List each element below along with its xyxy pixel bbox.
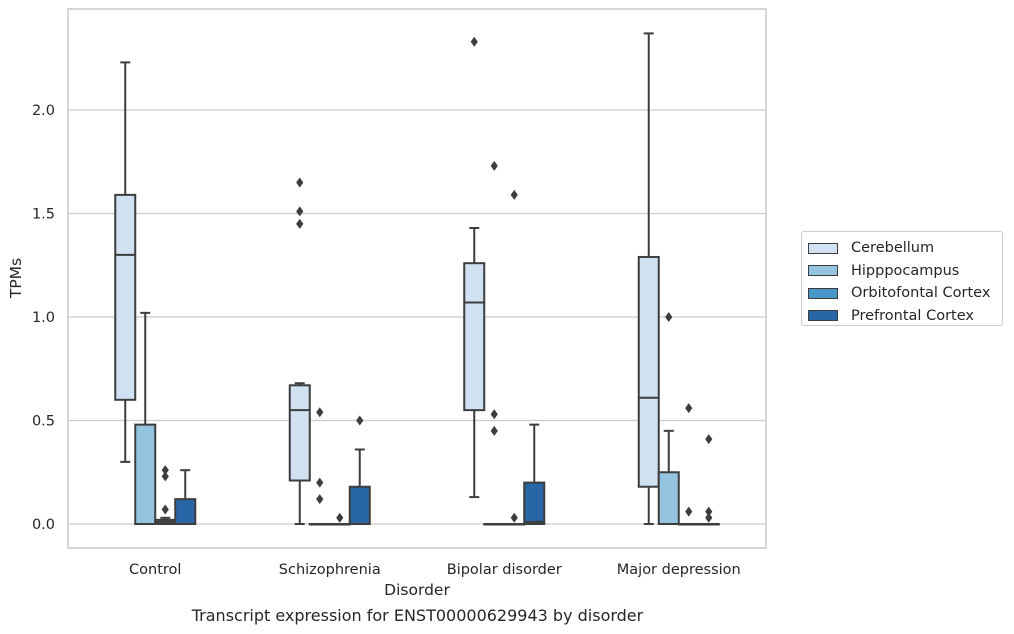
box-prefrontal-cortex: [523, 423, 546, 526]
y-tick-label: 0.5: [32, 414, 55, 430]
outlier-point: [296, 206, 304, 217]
box-hipppocampus: [134, 311, 157, 526]
x-tick-label: Bipolar disorder: [447, 562, 562, 578]
box-cerebellum: [637, 32, 660, 525]
box-body: [657, 471, 680, 525]
legend-swatch: [808, 242, 838, 254]
box-body: [463, 262, 486, 412]
legend-label: Prefrontal Cortex: [851, 307, 974, 324]
box-body: [348, 485, 371, 525]
legend-item-prefrontal-cortex: Prefrontal Cortex: [808, 305, 1002, 328]
box-body: [114, 193, 137, 401]
x-tick-label: Control: [129, 562, 181, 578]
y-tick-label: 2.0: [32, 103, 55, 119]
box-orbitofontal-cortex: [503, 189, 526, 526]
legend-label: Hipppocampus: [851, 262, 960, 279]
outlier-point: [705, 506, 713, 517]
outlier-point: [316, 407, 324, 418]
legend-swatch: [808, 287, 838, 299]
box-body: [523, 481, 546, 526]
box-hipppocampus: [657, 312, 680, 525]
outlier-point: [161, 471, 169, 482]
legend-swatch: [808, 265, 838, 277]
outlier-point: [665, 312, 673, 322]
outlier-point: [705, 434, 713, 445]
box-body: [134, 423, 157, 526]
outlier-point: [685, 403, 693, 414]
outlier-point: [356, 415, 364, 426]
outlier-point: [336, 512, 344, 523]
legend-swatch: [808, 310, 838, 322]
legend-item-orbitofrontal-cortex: Orbitofontal Cortex: [808, 282, 1002, 305]
x-axis-label: Disorder: [384, 581, 450, 599]
chart-legend: Cerebellum Hipppocampus Orbitofontal Cor…: [801, 231, 1003, 326]
outlier-point: [470, 36, 478, 47]
box-orbitofontal-cortex: [677, 403, 700, 526]
box-prefrontal-cortex: [174, 469, 197, 526]
outlier-point: [510, 189, 518, 200]
legend-label: Orbitofontal Cortex: [851, 285, 991, 302]
box-body: [288, 384, 311, 482]
box-orbitofontal-cortex: [328, 512, 351, 526]
chart-caption: Transcript expression for ENST0000062994…: [191, 606, 644, 625]
box-hipppocampus: [308, 407, 331, 526]
outlier-point: [316, 494, 324, 505]
box-cerebellum: [463, 36, 486, 499]
outlier-point: [296, 177, 304, 188]
y-tick-label: 1.5: [32, 207, 55, 223]
plot-frame: [67, 8, 767, 549]
box-hipppocampus: [483, 160, 506, 526]
box-body: [174, 498, 197, 526]
box-prefrontal-cortex: [697, 434, 720, 526]
y-tick-label: 0.0: [32, 517, 55, 533]
box-cerebellum: [114, 61, 137, 463]
outlier-point: [705, 512, 713, 523]
outlier-point: [490, 160, 498, 171]
outlier-point: [510, 512, 518, 523]
box-orbitofontal-cortex: [154, 465, 177, 525]
legend-item-cerebellum: Cerebellum: [808, 237, 1002, 260]
outlier-point: [296, 218, 304, 229]
box-cerebellum: [288, 177, 311, 525]
box-body: [637, 255, 660, 488]
outlier-point: [316, 477, 324, 488]
y-tick-label: 1.0: [32, 310, 55, 326]
outlier-point: [161, 504, 169, 515]
outlier-point: [685, 506, 693, 517]
outlier-point: [161, 465, 169, 476]
x-tick-label: Schizophrenia: [279, 562, 381, 578]
y-axis-label: TPMs: [7, 258, 25, 299]
outlier-point: [490, 409, 498, 420]
legend-label: Cerebellum: [851, 240, 935, 257]
legend-item-hippocampus: Hipppocampus: [808, 260, 1002, 283]
outlier-point: [490, 425, 498, 436]
x-tick-label: Major depression: [617, 562, 741, 578]
box-prefrontal-cortex: [348, 415, 371, 525]
